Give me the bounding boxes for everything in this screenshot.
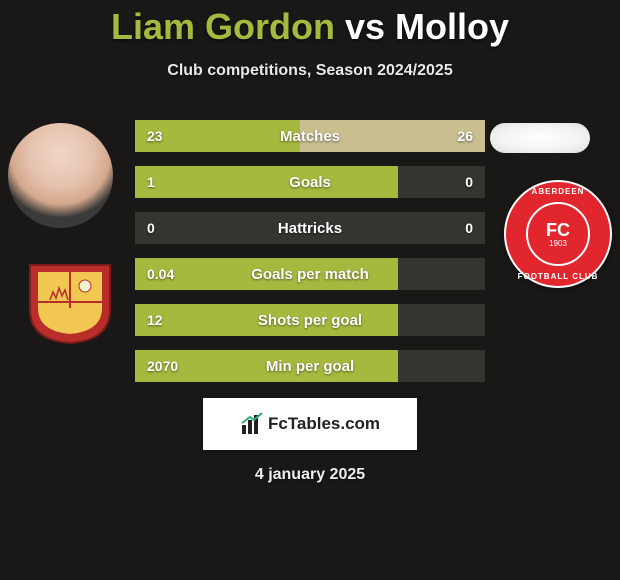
fctables-logo-icon — [240, 412, 264, 436]
stat-value-left: 12 — [147, 312, 163, 328]
stats-container: 23Matches261Goals00Hattricks00.04Goals p… — [0, 120, 620, 382]
fctables-label: FcTables.com — [268, 414, 380, 434]
stat-value-left: 23 — [147, 128, 163, 144]
stat-row: 2070Min per goal — [135, 350, 485, 382]
stat-label: Shots per goal — [135, 312, 485, 329]
stat-value-right: 0 — [465, 220, 473, 236]
stat-row: 0.04Goals per match — [135, 258, 485, 290]
stat-value-left: 1 — [147, 174, 155, 190]
player2-name: Molloy — [395, 6, 509, 47]
stat-value-left: 0.04 — [147, 266, 174, 282]
subtitle: Club competitions, Season 2024/2025 — [0, 62, 620, 80]
stat-value-right: 26 — [457, 128, 473, 144]
date-label: 4 january 2025 — [0, 466, 620, 484]
stat-label: Goals — [135, 174, 485, 191]
stat-value-left: 0 — [147, 220, 155, 236]
vs-word: vs — [345, 6, 385, 47]
stat-label: Matches — [135, 128, 485, 145]
stat-row: 23Matches26 — [135, 120, 485, 152]
stat-row: 0Hattricks0 — [135, 212, 485, 244]
stat-value-left: 2070 — [147, 358, 178, 374]
fctables-branding: FcTables.com — [203, 398, 417, 450]
stat-row: 1Goals0 — [135, 166, 485, 198]
player1-name: Liam Gordon — [111, 6, 335, 47]
stat-label: Hattricks — [135, 220, 485, 237]
page-title: Liam Gordon vs Molloy — [0, 0, 620, 48]
stat-row: 12Shots per goal — [135, 304, 485, 336]
stat-value-right: 0 — [465, 174, 473, 190]
stat-label: Goals per match — [135, 266, 485, 283]
stat-label: Min per goal — [135, 358, 485, 375]
